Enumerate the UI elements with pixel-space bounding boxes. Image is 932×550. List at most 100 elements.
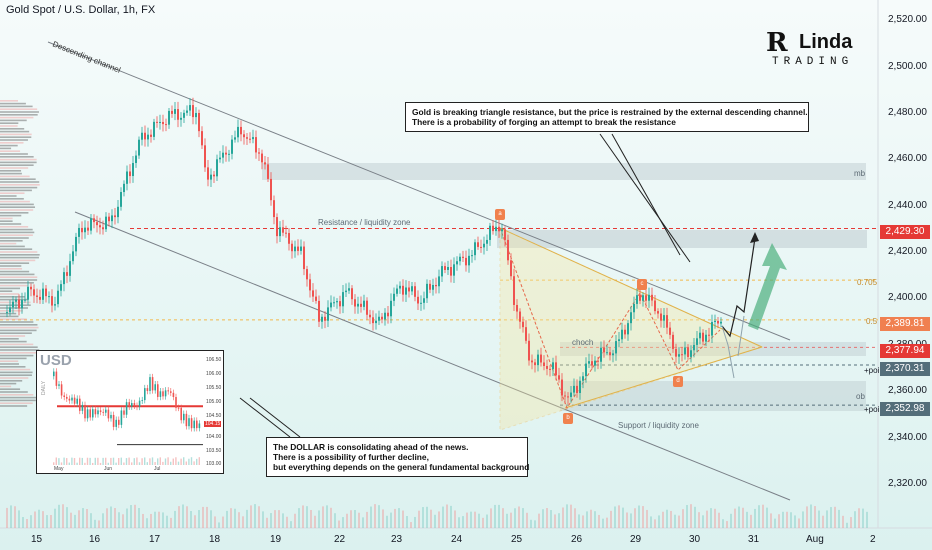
candle-body	[174, 109, 176, 114]
volume-profile-bar	[0, 114, 38, 116]
volume-profile-bar	[0, 374, 32, 376]
volume-bar	[730, 513, 732, 528]
volume-bar	[754, 508, 756, 528]
candle-body	[705, 334, 707, 342]
candle-body	[495, 226, 497, 232]
x-tick-label: 31	[748, 534, 760, 545]
volume-profile-bar	[0, 139, 28, 141]
volume-profile-bar	[0, 259, 36, 262]
volume-bar	[726, 521, 728, 528]
candle-body	[195, 112, 197, 118]
candle-body	[534, 362, 536, 366]
candle-body	[615, 341, 617, 354]
volume-profile-bar	[0, 343, 34, 346]
candle-body	[504, 229, 506, 240]
fib-705-label: 0.705	[857, 278, 878, 287]
inset-candle-body	[92, 409, 94, 418]
inset-candle-body	[170, 391, 172, 393]
volume-profile-bar	[0, 172, 22, 175]
volume-bar	[850, 517, 852, 528]
volume-profile-bar	[0, 349, 40, 351]
inset-y-label: 105.50	[206, 385, 222, 391]
candle-body	[699, 332, 701, 339]
candle-body	[177, 109, 179, 120]
volume-bar	[514, 508, 516, 528]
volume-bar	[746, 511, 748, 528]
volume-bar	[722, 519, 724, 528]
inset-candle-body	[136, 405, 138, 407]
x-tick-label: 24	[451, 534, 463, 545]
candle-body	[558, 375, 560, 380]
volume-bar	[438, 511, 440, 528]
inset-volume-bar	[105, 457, 107, 465]
candle-body	[660, 313, 662, 321]
volume-bar	[526, 512, 528, 528]
volume-bar	[686, 505, 688, 528]
volume-profile-bar	[0, 312, 17, 315]
volume-bar	[46, 515, 48, 528]
inset-volume-bar	[167, 457, 169, 465]
volume-bar	[666, 509, 668, 528]
volume-profile-bar	[0, 125, 18, 127]
candle-body	[441, 266, 443, 277]
volume-profile-bar	[0, 298, 29, 301]
usd-inset-plot	[53, 368, 203, 465]
volume-bar	[222, 516, 224, 528]
inset-volume-bar	[99, 462, 102, 465]
volume-profile-bar	[0, 212, 29, 214]
candle-body	[138, 139, 140, 156]
volume-bar	[294, 513, 296, 528]
inset-candle-body	[89, 409, 91, 418]
y-tick-label: 2,420.00	[888, 246, 927, 257]
candle-body	[513, 276, 515, 305]
inset-volume-bar	[115, 462, 117, 465]
candle-body	[66, 272, 68, 276]
candle-body	[645, 295, 647, 301]
candle-body	[603, 347, 605, 353]
volume-bar	[358, 512, 360, 528]
support-zone-label: Support / liquidity zone	[618, 421, 699, 430]
volume-profile-bar	[0, 363, 19, 365]
candle-body	[711, 322, 713, 336]
candle-body	[390, 300, 392, 317]
candle-body	[612, 353, 614, 356]
inset-candle-body	[188, 418, 190, 427]
candle-body	[144, 132, 146, 140]
candle-body	[36, 295, 38, 297]
volume-bar	[86, 508, 88, 528]
volume-profile-bar	[0, 338, 19, 340]
y-tick-label: 2,520.00	[888, 14, 927, 25]
inset-volume-bar	[133, 458, 135, 465]
candle-body	[75, 236, 77, 252]
volume-bar	[102, 513, 104, 528]
volume-profile-bar	[0, 251, 38, 253]
x-tick-label: Aug	[806, 534, 824, 545]
inset-candle-body	[141, 400, 143, 401]
inset-volume-bar	[144, 457, 146, 465]
inset-volume-bar	[63, 457, 65, 465]
volume-bar	[390, 512, 392, 528]
inset-candle-body	[180, 407, 182, 421]
volume-bar	[834, 506, 836, 528]
candle-body	[393, 293, 395, 301]
volume-bar	[838, 509, 840, 528]
candle-body	[318, 300, 320, 322]
volume-bar	[38, 509, 40, 528]
volume-bar	[374, 504, 376, 528]
volume-bar	[470, 511, 472, 528]
volume-profile-bar	[0, 119, 27, 122]
inset-volume-bar	[151, 457, 154, 465]
volume-profile-bar	[0, 170, 22, 172]
price-tag-close: 2,377.94	[880, 344, 930, 358]
volume-bar	[290, 521, 292, 528]
volume-bar	[286, 516, 288, 528]
candle-body	[483, 243, 485, 248]
volume-profile-bar	[0, 184, 40, 186]
inset-y-label: 104.50	[206, 413, 222, 419]
volume-bar	[706, 510, 708, 528]
inset-volume-bar	[136, 457, 138, 465]
volume-bar	[442, 506, 444, 528]
candle-body	[39, 296, 41, 300]
